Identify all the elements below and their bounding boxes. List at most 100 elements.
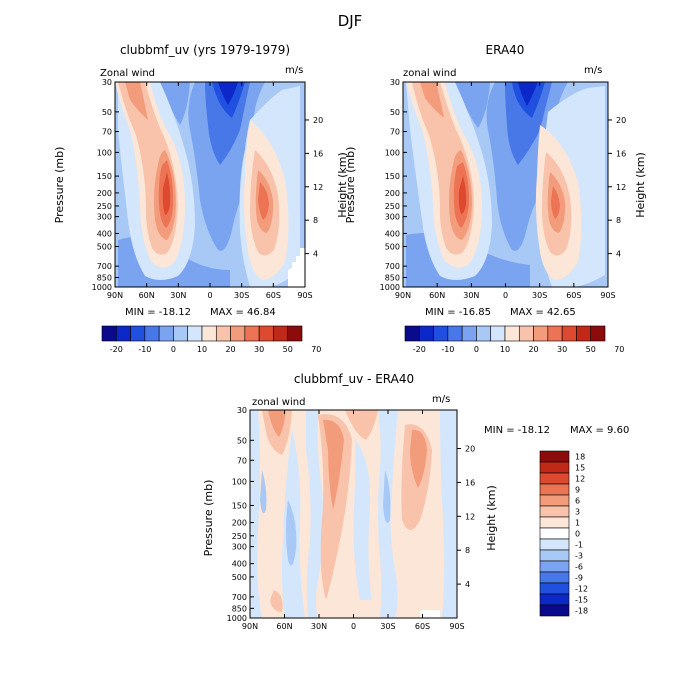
panel-diff-max: MAX = 9.60: [570, 425, 629, 436]
x-tick-label: 30S: [380, 622, 395, 631]
y-right-tick-label: 20: [465, 445, 475, 454]
colorbar-label: 20: [225, 345, 235, 354]
colorbar-swatch: [230, 325, 246, 342]
y-tick-label: 30: [102, 78, 112, 87]
y-tick-label: 150: [385, 172, 400, 181]
panel-model-colorbar: -20 -10 0 10 20 30 50 70: [101, 325, 321, 354]
colorbar-label: -10: [441, 345, 454, 354]
y-tick-label: 850: [385, 273, 400, 282]
blue-streak-1: [250, 410, 262, 618]
x-tick-label: 90N: [107, 291, 123, 300]
blue-top: [160, 82, 190, 125]
panel-model-max: MAX = 46.84: [210, 307, 276, 318]
y-tick-label: 250: [232, 532, 247, 541]
y-tick-label: 1000: [92, 283, 112, 292]
panel-model-contours: [115, 82, 305, 287]
colorbar-label: -6: [575, 563, 583, 572]
colorbar-label: 10: [500, 345, 510, 354]
blue-top: [455, 82, 490, 128]
panel-diff-subtitle: zonal wind: [252, 397, 305, 408]
colorbar-swatch: [539, 604, 570, 617]
y-tick-label: 700: [97, 262, 112, 271]
y-right-tick-label: 4: [616, 250, 621, 259]
colorbar-label: 6: [575, 497, 580, 506]
y-tick-label: 850: [232, 604, 247, 613]
y-tick-label: 100: [232, 477, 247, 486]
topography-mask: [420, 610, 440, 618]
orange-plume-2b: [323, 419, 344, 510]
colorbar-swatch: [539, 571, 570, 584]
y-right-tick-label: 8: [465, 546, 470, 555]
colorbar-label: -12: [575, 585, 588, 594]
panel-diff-ylabel: Pressure (mb): [202, 480, 215, 557]
blue-core-b: [205, 82, 250, 165]
colorbar-label: 20: [528, 345, 538, 354]
y-right-tick-label: 12: [313, 183, 323, 192]
colorbar-swatch: [539, 582, 570, 595]
blue-spot-3: [383, 470, 391, 523]
colorbar-label: 10: [197, 345, 207, 354]
colorbar-label: -1: [575, 541, 583, 550]
y-tick-label: 700: [385, 262, 400, 271]
orange-spot: [270, 590, 283, 612]
panel-model-ylabel-right: Height (km): [336, 152, 349, 218]
y-tick-label: 1000: [380, 283, 400, 292]
x-tick-label: 0: [503, 291, 508, 300]
y-right-tick-label: 8: [313, 216, 318, 225]
orange-plume-2: [318, 414, 352, 600]
panel-model-subtitle: Zonal wind: [100, 68, 155, 79]
orange-plume-4b: [410, 429, 427, 488]
panel-model-ylabel: Pressure (mb): [53, 147, 66, 224]
y-tick-label: 300: [385, 213, 400, 222]
panel-era40-ylabel: Pressure (mb): [344, 147, 357, 224]
colorbar-swatch: [561, 325, 577, 342]
x-tick-label: 0: [351, 622, 356, 631]
y-tick-label: 700: [232, 593, 247, 602]
panel-diff-title: clubbmf_uv - ERA40: [294, 372, 414, 386]
colorbar-label: -20: [413, 345, 426, 354]
colorbar-label: 18: [575, 453, 585, 462]
blue-streak-6: [440, 410, 457, 618]
panel-model-title: clubbmf_uv (yrs 1979-1979): [120, 43, 290, 57]
colorbar-swatch: [187, 325, 203, 342]
figure-title: DJF: [338, 12, 363, 30]
colorbar-label: -15: [575, 596, 588, 605]
x-tick-label: 90N: [395, 291, 411, 300]
orange-plume-1b: [268, 410, 286, 437]
panel-era40-subtitle: zonal wind: [403, 68, 456, 79]
panel-diff-units: m/s: [432, 394, 450, 405]
y-tick-label: 30: [237, 406, 247, 415]
colorbar-label: 9: [575, 486, 580, 495]
y-tick-label: 50: [390, 108, 400, 117]
y-tick-label: 70: [102, 128, 112, 137]
colorbar-label: 15: [575, 464, 585, 473]
panel-model-axes: 90N 60N 30N 0 30S 60S 90S 30 50 70 100 150 200 250 300…: [92, 78, 324, 300]
blue-streak-3: [306, 410, 324, 618]
y-tick-label: 400: [97, 229, 112, 238]
colorbar-swatch: [215, 325, 231, 342]
colorbar-swatch: [404, 325, 420, 342]
colorbar-swatch: [461, 325, 477, 342]
colorbar-label: -20: [110, 345, 123, 354]
colorbar-swatch: [433, 325, 449, 342]
panel-diff-min: MIN = -18.12: [484, 425, 550, 436]
colorbar-swatch: [539, 472, 570, 485]
colorbar-swatch: [173, 325, 189, 342]
blue-core-b: [505, 82, 552, 165]
colorbar-swatch: [539, 505, 570, 518]
y-tick-label: 100: [97, 148, 112, 157]
y-right-tick-label: 4: [313, 250, 318, 259]
jet-nh-top: [420, 82, 444, 118]
panel-model-min: MIN = -18.12: [125, 307, 191, 318]
x-tick-label: 90S: [297, 291, 312, 300]
colorbar-swatch: [418, 325, 434, 342]
jet-nh-5: [162, 172, 171, 215]
colorbar-swatch: [547, 325, 563, 342]
panel-diff-colorbar: 18 15 12 9 6 3 1 0 -1 -3 -6 -9 -12 -15 -18: [539, 450, 588, 617]
x-tick-label: 60N: [429, 291, 445, 300]
x-tick-label: 60N: [139, 291, 155, 300]
x-tick-label: 90N: [242, 622, 258, 631]
colorbar-label: 50: [586, 345, 596, 354]
colorbar-label: 3: [575, 508, 580, 517]
